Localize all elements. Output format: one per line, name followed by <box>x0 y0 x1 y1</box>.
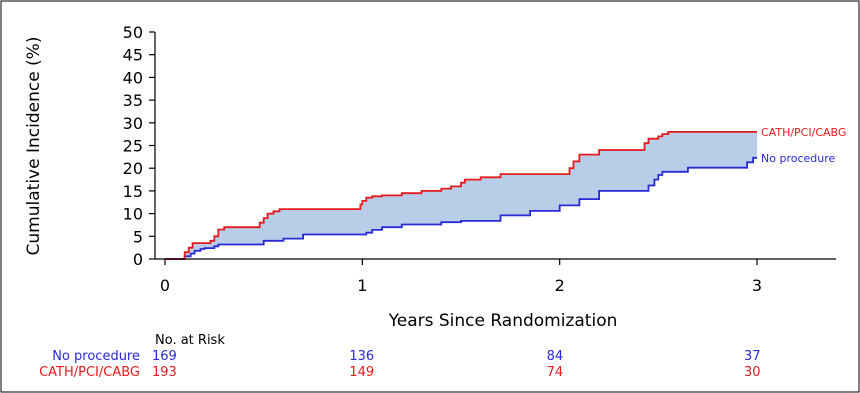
x-tick-label-0: 0 <box>160 276 170 295</box>
x-axis-title: Years Since Randomization <box>388 311 618 331</box>
y-tick-label-5: 25 <box>123 137 143 156</box>
risk-value-1-3: 30 <box>744 365 761 380</box>
risk-row-label-0: No procedure <box>52 349 140 364</box>
y-tick-label-0: 0 <box>133 250 143 269</box>
risk-row-label-1: CATH/PCI/CABG <box>39 365 140 380</box>
series-end-label-1: No procedure <box>761 152 835 165</box>
y-tick-label-10: 50 <box>123 23 143 42</box>
risk-table: No procedure 169 136 84 37 CATH/PCI/CABG 193 14… <box>39 349 760 380</box>
x-tick-label-1: 1 <box>357 276 367 295</box>
y-tick-label-3: 15 <box>123 182 143 201</box>
series-lines <box>165 131 757 260</box>
difference-band <box>165 131 757 259</box>
y-axis-ticks: 0 5 10 15 20 25 30 35 40 45 50 <box>123 23 155 269</box>
risk-value-0-3: 37 <box>744 349 761 364</box>
risk-value-0-0: 169 <box>152 349 177 364</box>
series-line-0 <box>165 131 757 260</box>
risk-value-0-1: 136 <box>349 349 374 364</box>
x-tick-label-3: 3 <box>752 276 762 295</box>
y-tick-label-6: 30 <box>123 114 143 133</box>
risk-value-1-1: 149 <box>349 365 374 380</box>
y-tick-label-2: 10 <box>123 205 143 224</box>
y-tick-label-9: 45 <box>123 46 143 65</box>
series-end-label-0: CATH/PCI/CABG <box>761 126 846 139</box>
risk-value-1-0: 193 <box>152 365 177 380</box>
risk-value-1-2: 74 <box>547 365 564 380</box>
y-tick-label-1: 5 <box>133 227 143 246</box>
y-tick-label-8: 40 <box>123 68 143 87</box>
x-tick-label-2: 2 <box>555 276 565 295</box>
y-tick-label-7: 35 <box>123 91 143 110</box>
risk-table-title: No. at Risk <box>155 333 225 348</box>
series-line-1 <box>165 156 757 260</box>
x-axis-ticks: 0 1 2 3 <box>160 259 762 295</box>
risk-value-0-2: 84 <box>547 349 564 364</box>
y-axis-title: Cumulative Incidence (%) <box>24 37 44 256</box>
y-tick-label-4: 20 <box>123 159 143 178</box>
series-end-labels: CATH/PCI/CABG No procedure <box>761 126 846 165</box>
difference-band-area <box>165 131 757 259</box>
